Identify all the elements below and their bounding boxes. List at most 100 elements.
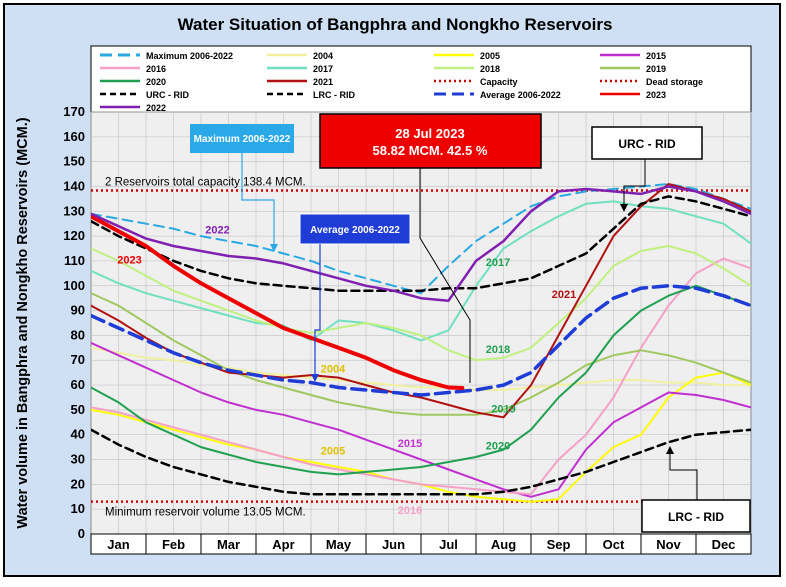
series-line-2015 (91, 341, 751, 498)
y-tick-label: 150 (63, 154, 85, 169)
legend-label-maximum-2006-2022: Maximum 2006-2022 (146, 51, 233, 61)
chart-title: Water Situation of Bangphra and Nongkho … (178, 15, 613, 34)
y-tick-label: 50 (71, 402, 85, 417)
avg-callout: Average 2006-2022 (299, 213, 411, 382)
y-axis-title: Water volume in Bangphra and Nongkho Res… (15, 117, 31, 528)
y-tick-label: 20 (71, 476, 85, 491)
series-label-2021: 2021 (552, 289, 576, 301)
x-tick-label-sep: Sep (547, 537, 571, 552)
y-tick-label: 100 (63, 278, 85, 293)
max-callout-leader (241, 153, 275, 248)
ref-label-dead-storage: Minimum reservoir volume 13.05 MCM. (105, 507, 306, 519)
series-label-2005: 2005 (321, 446, 345, 458)
series-layer (91, 183, 751, 503)
series-label-2022: 2022 (205, 225, 229, 237)
legend-label-urc-rid: URC - RID (146, 90, 189, 100)
x-axis: Jan Feb Mar Apr May Jun Jul Aug Sep Oct Nov Dec (90, 534, 736, 554)
y-tick-label: 80 (71, 327, 85, 342)
y-tick-label: 110 (64, 253, 85, 268)
avg-callout-arrow (311, 374, 319, 382)
series-line-2022 (91, 185, 751, 302)
latest-callout: 28 Jul 2023 58.82 MCM. 42.5 % (319, 113, 542, 383)
series-label-2020: 2020 (486, 441, 510, 453)
ref-label-capacity: 2 Reservoirs total capacity 138.4 MCM. (105, 176, 306, 188)
y-axis: 0 10 20 30 40 50 60 70 80 90 100 110 120 130 140 150 160… (63, 104, 85, 541)
x-tick-label-apr: Apr (272, 537, 294, 552)
y-tick-label: 60 (71, 377, 85, 392)
legend-label-average-2006-2022: Average 2006-2022 (480, 90, 561, 100)
latest-callout-leader (419, 168, 471, 383)
series-line-lrc-rid (91, 428, 751, 496)
series-line-2018 (91, 245, 751, 362)
legend-label-2004: 2004 (313, 51, 333, 61)
y-tick-label: 30 (71, 452, 85, 467)
max-callout: Maximum 2006-2022 (190, 124, 294, 252)
legend-label-2020: 2020 (146, 77, 166, 87)
series-line-2019 (91, 292, 751, 416)
latest-callout-box (319, 113, 542, 169)
x-tick-label-mar: Mar (217, 537, 240, 552)
x-tick-label-may: May (326, 537, 352, 552)
y-tick-label: 170 (63, 104, 85, 119)
x-tick-label-feb: Feb (162, 537, 185, 552)
latest-callout-value: 58.82 MCM. 42.5 % (373, 143, 488, 158)
legend-label-dead-storage: Dead storage (646, 77, 703, 87)
series-line-2023 (91, 214, 465, 390)
urc-callout-box (591, 126, 703, 160)
legend-label-2019: 2019 (646, 64, 666, 74)
avg-callout-box (299, 213, 411, 245)
series-label-2004: 2004 (321, 364, 346, 376)
y-tick-label: 70 (71, 352, 85, 367)
series-line-2016 (91, 257, 751, 496)
lrc-callout-arrow (666, 446, 674, 454)
urc-callout-leader (623, 159, 646, 207)
series-labels: 2022 2023 2017 2021 2018 2004 2019 2005 2015 2020… (117, 225, 576, 518)
x-tick-label-jun: Jun (382, 537, 405, 552)
y-tick-label: 0 (78, 526, 85, 541)
y-tick-label: 160 (63, 129, 85, 144)
series-label-2016: 2016 (398, 505, 422, 517)
series-line-average-2006-2022 (91, 284, 751, 397)
y-tick-label: 90 (71, 303, 85, 318)
series-label-2019: 2019 (491, 403, 515, 415)
urc-callout: URC - RID (591, 126, 703, 212)
avg-callout-leader (314, 244, 321, 376)
series-label-2023: 2023 (117, 254, 141, 266)
legend-label-2023: 2023 (646, 90, 666, 100)
x-tick-label-nov: Nov (656, 537, 681, 552)
urc-callout-text: URC - RID (618, 137, 676, 151)
lrc-callout-leader (669, 452, 698, 500)
legend-box (90, 45, 752, 113)
max-callout-box (190, 124, 294, 153)
y-tick-label: 10 (71, 501, 85, 516)
series-label-2015: 2015 (398, 438, 422, 450)
legend-label-2017: 2017 (313, 64, 333, 74)
x-tick-label-oct: Oct (603, 537, 625, 552)
urc-callout-arrow (620, 204, 628, 212)
reference-lines: 2 Reservoirs total capacity 138.4 MCM. Mi… (91, 176, 751, 519)
y-tick-label: 40 (71, 427, 85, 442)
legend-label-2005: 2005 (480, 51, 500, 61)
series-label-2018: 2018 (486, 344, 510, 356)
y-tick-label: 130 (63, 203, 85, 218)
legend-label-lrc-rid: LRC - RID (313, 90, 355, 100)
x-tick-label-dec: Dec (712, 537, 736, 552)
legend-label-2016: 2016 (146, 64, 166, 74)
lrc-callout: LRC - RID (641, 446, 751, 533)
avg-callout-text: Average 2006-2022 (310, 225, 400, 236)
series-label-2017: 2017 (486, 257, 510, 269)
y-tick-label: 140 (63, 178, 85, 193)
legend-label-2022: 2022 (146, 103, 166, 113)
legend-label-2018: 2018 (480, 64, 500, 74)
legend-label-2021: 2021 (313, 77, 333, 87)
max-callout-arrow (270, 244, 278, 252)
series-line-urc-rid (91, 195, 751, 292)
max-callout-text: Maximum 2006-2022 (194, 134, 291, 145)
legend-label-2015: 2015 (646, 51, 666, 61)
series-line-2020 (91, 284, 751, 476)
x-tick-label-aug: Aug (491, 537, 516, 552)
legend: Maximum 2006-2022 2004 2005 2015 2016 2017 201… (100, 51, 703, 113)
x-tick-label-jul: Jul (439, 537, 458, 552)
legend-label-capacity: Capacity (480, 77, 518, 87)
